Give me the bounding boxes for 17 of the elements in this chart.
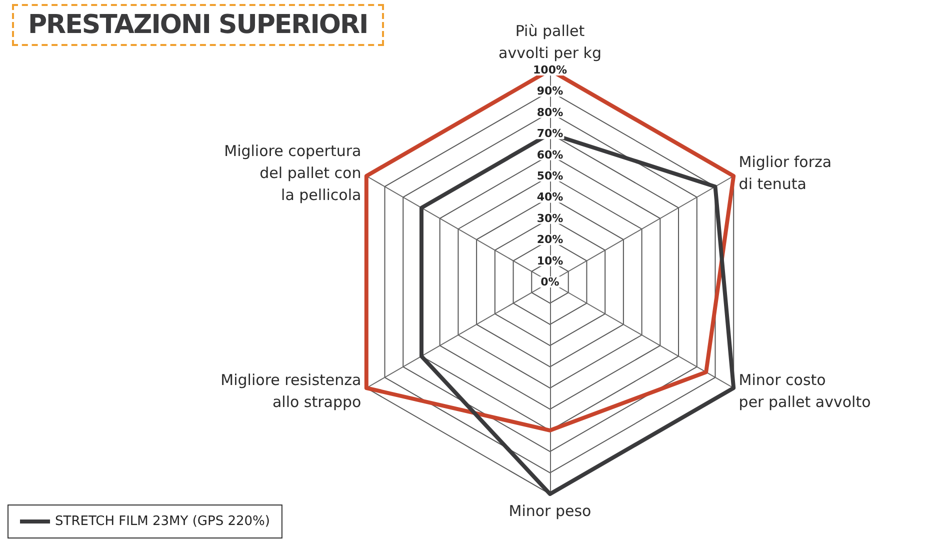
spoke-label: Migliore copertura del pallet con la pellicola bbox=[224, 142, 362, 204]
y-tick-label: 80% bbox=[536, 106, 564, 119]
spoke-label: Miglior forza di tenuta bbox=[738, 153, 832, 193]
spoke-label: Minor costo per pallet avvolto bbox=[738, 371, 871, 411]
y-tick-label: 0% bbox=[540, 276, 560, 288]
y-tick-label: 20% bbox=[536, 233, 564, 246]
chart-title: PRESTAZIONI SUPERIORI bbox=[12, 4, 384, 46]
y-tick-label: 40% bbox=[536, 190, 564, 204]
y-tick-label: 60% bbox=[536, 148, 564, 162]
y-tick-label: 50% bbox=[536, 170, 564, 182]
y-tick-label: 10% bbox=[536, 254, 564, 268]
y-tick-label: 90% bbox=[536, 84, 564, 98]
spoke-label: Più pallet avvolti per kg bbox=[498, 22, 602, 62]
legend-label: STRETCH FILM 23MY (GPS 220%) bbox=[55, 514, 270, 529]
y-tick-label: 30% bbox=[536, 212, 564, 225]
spoke-label: Migliore resistenza allo strappo bbox=[220, 371, 362, 411]
spoke-label: Minor peso bbox=[508, 502, 592, 520]
